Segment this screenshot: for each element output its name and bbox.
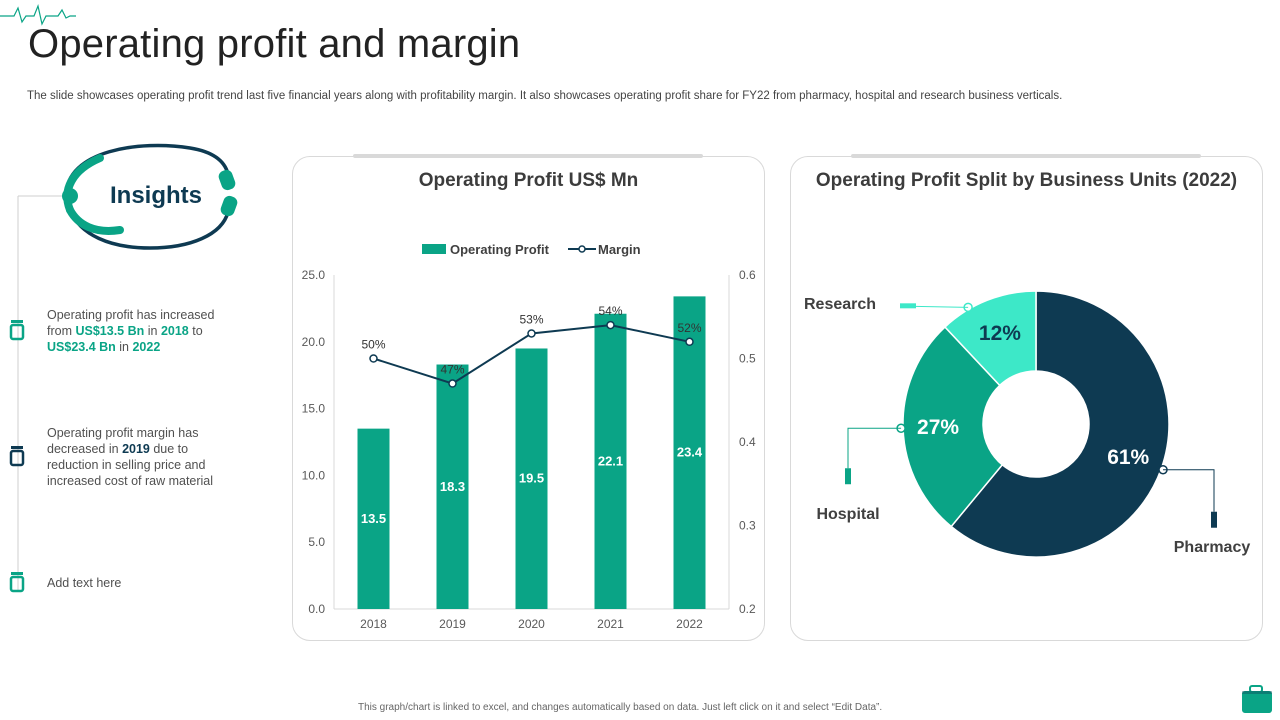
y-tick-label: 0.0 <box>308 602 325 616</box>
footer-note: This graph/chart is linked to excel, and… <box>358 702 883 713</box>
bottle-icon <box>9 446 25 467</box>
margin-label: 52% <box>677 321 701 335</box>
profit-chart-title[interactable]: Operating Profit US$ Mn <box>418 170 639 191</box>
insights-graphic <box>9 143 238 593</box>
x-tick-label: 2019 <box>439 617 466 631</box>
profit-bar-line-chart[interactable]: 0.0 5.0 10.0 15.0 20.0 25.0 0.2 0.3 0.4 0.5 0.6 13.… <box>292 156 765 641</box>
y2-tick-label: 0.5 <box>739 352 756 366</box>
margin-label: 50% <box>361 338 385 352</box>
y-tick-label: 10.0 <box>302 468 326 482</box>
x-tick-label: 2018 <box>360 617 387 631</box>
bar-operating-profit <box>673 296 706 609</box>
y-tick-label: 5.0 <box>308 535 325 549</box>
bar-operating-profit <box>357 428 390 609</box>
bar-value-label: 18.3 <box>440 479 465 494</box>
bar-value-label: 22.1 <box>598 453 623 468</box>
x-tick-label: 2021 <box>597 617 624 631</box>
split-chart-card: Operating Profit Split by Business Units… <box>790 154 1263 641</box>
card-accent-bar <box>851 154 1201 158</box>
donut-value-label: 27% <box>917 416 959 439</box>
bottle-icon <box>9 320 25 341</box>
category-label-pharmacy: Pharmacy <box>1174 539 1251 556</box>
bar-value-label: 13.5 <box>361 511 386 526</box>
donut-value-label: 12% <box>979 322 1021 345</box>
bar-operating-profit <box>436 364 469 609</box>
heartbeat-icon <box>0 3 76 26</box>
syringe-icon <box>900 303 916 309</box>
insights-label: Insights <box>110 182 203 209</box>
y-tick-label: 20.0 <box>302 335 326 349</box>
legend-swatch-operating-profit <box>422 244 446 254</box>
split-donut-chart[interactable]: 61% 27% 12% Pharmacy Hospital Research <box>790 156 1263 641</box>
donut-slice-hospital <box>902 325 1004 528</box>
y2-tick-label: 0.2 <box>739 602 756 616</box>
donut-slice-pharmacy <box>950 290 1170 558</box>
legend-swatch-margin-marker <box>578 245 586 253</box>
legend-label-operating-profit: Operating Profit <box>450 242 550 257</box>
margin-point <box>448 379 457 388</box>
callout-leader <box>847 427 902 469</box>
syringe-icon <box>845 468 851 485</box>
bar-operating-profit <box>515 348 548 609</box>
split-chart-title[interactable]: Operating Profit Split by Business Units… <box>815 170 1238 191</box>
x-tick-label: 2020 <box>518 617 545 631</box>
y-tick-label: 15.0 <box>302 402 326 416</box>
y2-tick-label: 0.3 <box>739 519 756 533</box>
legend-label-margin: Margin <box>598 242 641 257</box>
card-accent-bar <box>353 154 703 158</box>
insight-item-3: Add text here <box>47 576 122 590</box>
y-tick-label: 25.0 <box>302 268 326 282</box>
insight-item-2: Operating profit margin has decreased in… <box>47 426 214 488</box>
callout-leader <box>1163 469 1215 512</box>
margin-label: 54% <box>598 304 622 318</box>
bar-operating-profit <box>594 313 627 609</box>
briefcase-icon[interactable] <box>1240 684 1274 716</box>
syringe-icon <box>1211 511 1217 528</box>
y2-tick-label: 0.4 <box>739 435 756 449</box>
margin-point <box>685 337 694 347</box>
y2-tick-label: 0.6 <box>739 268 756 282</box>
x-tick-label: 2022 <box>676 617 703 631</box>
page-subtitle: The slide showcases operating profit tre… <box>27 90 1063 102</box>
margin-point <box>369 354 378 363</box>
margin-label: 47% <box>440 363 464 377</box>
callout-leader <box>914 305 969 308</box>
bar-value-label: 23.4 <box>677 445 703 460</box>
bar-value-label: 19.5 <box>519 471 544 486</box>
margin-label: 53% <box>519 312 543 326</box>
category-label-research: Research <box>804 296 876 313</box>
margin-point <box>527 329 536 338</box>
category-label-hospital: Hospital <box>816 506 879 523</box>
margin-point <box>606 320 615 330</box>
bottle-icon <box>9 572 25 593</box>
insight-item-1: Operating profit has increased from US$1… <box>47 308 215 354</box>
page-title: Operating profit and margin <box>28 22 521 66</box>
donut-value-label: 61% <box>1107 446 1149 469</box>
